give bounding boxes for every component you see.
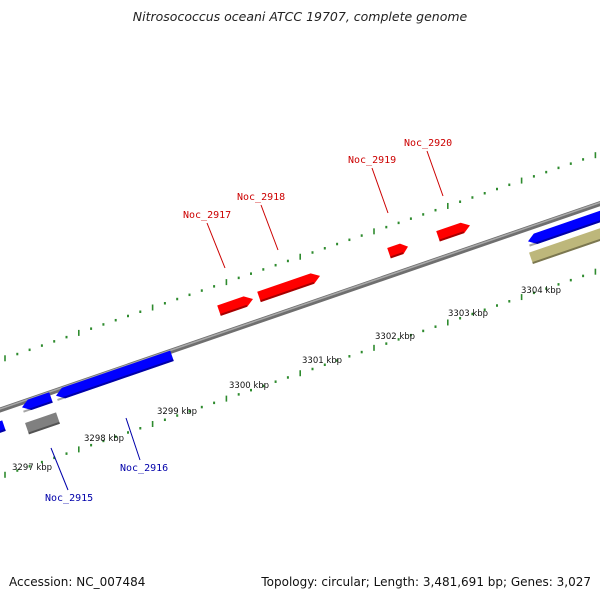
kbp-tick-label: 3302 kbp	[375, 332, 415, 342]
gene-box-grey-shade	[28, 421, 60, 435]
gene-arrow-noc-2917-body	[217, 296, 254, 316]
gene-arrow-noc-2916-shade	[57, 359, 174, 401]
gene-box-khaki	[529, 225, 600, 265]
kbp-tick-label: 3304 kbp	[521, 286, 561, 296]
gene-label-noc-2917: Noc_2917	[183, 210, 231, 221]
gene-arrow-noc-2915	[22, 392, 53, 413]
gene-label-noc-2918: Noc_2918	[237, 192, 285, 203]
gene-arrow-noc-2917	[217, 296, 254, 316]
gene-arrow-left-edge-shade	[0, 428, 6, 435]
gene-label-noc-2917-leader	[206, 222, 226, 269]
gene-arrow-right-edge-shade	[529, 216, 600, 247]
gene-arrow-noc-2915-shade	[23, 400, 53, 413]
gene-arrow-noc-2918-shade	[260, 281, 315, 303]
gene-arrow-noc-2918	[257, 273, 321, 303]
gene-arrow-noc-2920-shade	[439, 231, 465, 242]
title-species: Nitrosococcus oceani ATCC 19707	[132, 9, 346, 24]
gene-arrow-noc-2920-body	[436, 222, 471, 242]
kbp-tick-label: 3298 kbp	[84, 434, 124, 444]
gene-box-khaki-body	[529, 225, 600, 265]
kbp-tick-label: 3299 kbp	[157, 407, 197, 417]
kbp-tick-label: 3303 kbp	[448, 309, 488, 319]
gene-arrow-noc-2919-body	[387, 243, 409, 259]
gene-label-noc-2916-leader	[125, 417, 141, 461]
gene-label-noc-2915: Noc_2915	[45, 493, 93, 504]
gene-arrow-left-edge	[0, 420, 6, 435]
gene-arrow-noc-2918-body	[257, 273, 321, 303]
gene-arrow-left-edge-body	[0, 420, 6, 434]
gene-label-noc-2919: Noc_2919	[348, 155, 396, 166]
gene-box-khaki-shade	[532, 234, 600, 265]
gene-label-noc-2919-leader	[371, 167, 389, 214]
gene-arrow-noc-2916-body	[56, 350, 174, 399]
gene-arrow-noc-2917-shade	[220, 304, 248, 316]
gene-label-noc-2920-leader	[426, 150, 444, 197]
gene-label-noc-2918-leader	[260, 204, 279, 251]
title-suffix: , complete genome	[345, 9, 468, 24]
gene-label-noc-2915-leader	[50, 447, 69, 491]
kbp-tick-label: 3301 kbp	[302, 356, 342, 366]
gene-box-grey-body	[25, 412, 60, 435]
gene-label-noc-2920: Noc_2920	[404, 138, 452, 149]
accession-text: Accession: NC_007484	[9, 575, 146, 589]
gene-arrow-noc-2915-body	[22, 392, 53, 411]
gene-label-noc-2916: Noc_2916	[120, 463, 168, 474]
gene-arrow-right-edge	[527, 207, 600, 247]
gene-arrow-noc-2919	[387, 243, 409, 259]
genome-summary-text: Topology: circular; Length: 3,481,691 bp…	[261, 575, 591, 589]
gene-arrow-noc-2919-shade	[390, 252, 404, 259]
backbone-highlight	[0, 201, 600, 410]
kbp-tick-label: 3297 kbp	[12, 463, 52, 473]
gene-arrow-noc-2920	[436, 222, 471, 242]
kbp-tick-label: 3300 kbp	[229, 381, 269, 391]
gene-arrow-right-edge-body	[527, 207, 600, 244]
gene-arrow-noc-2916	[56, 350, 174, 401]
map-title: Nitrosococcus oceani ATCC 19707, complet…	[0, 9, 600, 24]
gene-box-grey	[25, 412, 60, 435]
